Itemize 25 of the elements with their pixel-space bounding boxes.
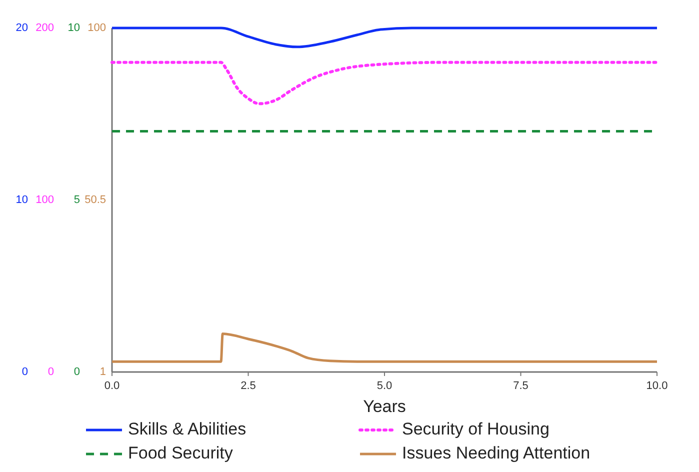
x-tick-label: 7.5 xyxy=(513,380,528,392)
legend-label: Food Security xyxy=(128,443,234,462)
y3-tick-label: 10 xyxy=(68,22,80,34)
x-axis-title: Years xyxy=(363,397,406,416)
y2-tick-label: 0 xyxy=(48,366,54,378)
legend-label: Skills & Abilities xyxy=(128,419,246,438)
y-tick-label: 10 xyxy=(16,194,28,206)
line-series xyxy=(110,60,658,106)
line-series xyxy=(110,332,658,363)
x-tick-label: 2.5 xyxy=(240,380,256,392)
y-tick-label: 50.5 xyxy=(84,194,106,206)
x-tick-label: 10.0 xyxy=(646,380,668,392)
y-tick-label: 20 xyxy=(16,22,28,34)
y3-tick-label: 5 xyxy=(74,194,80,206)
legend-label: Issues Needing Attention xyxy=(402,443,590,462)
y2-tick-label: 100 xyxy=(36,194,54,206)
x-tick-label: 0.0 xyxy=(104,380,120,392)
x-tick-label: 5.0 xyxy=(376,380,392,392)
y3-tick-label: 0 xyxy=(74,366,80,378)
y-tick-label: 1 xyxy=(100,366,106,378)
y-tick-label: 0 xyxy=(22,366,28,378)
y2-tick-label: 200 xyxy=(36,22,54,34)
legend-label: Security of Housing xyxy=(402,419,550,438)
line-series xyxy=(110,26,658,48)
y-tick-label: 100 xyxy=(88,22,106,34)
